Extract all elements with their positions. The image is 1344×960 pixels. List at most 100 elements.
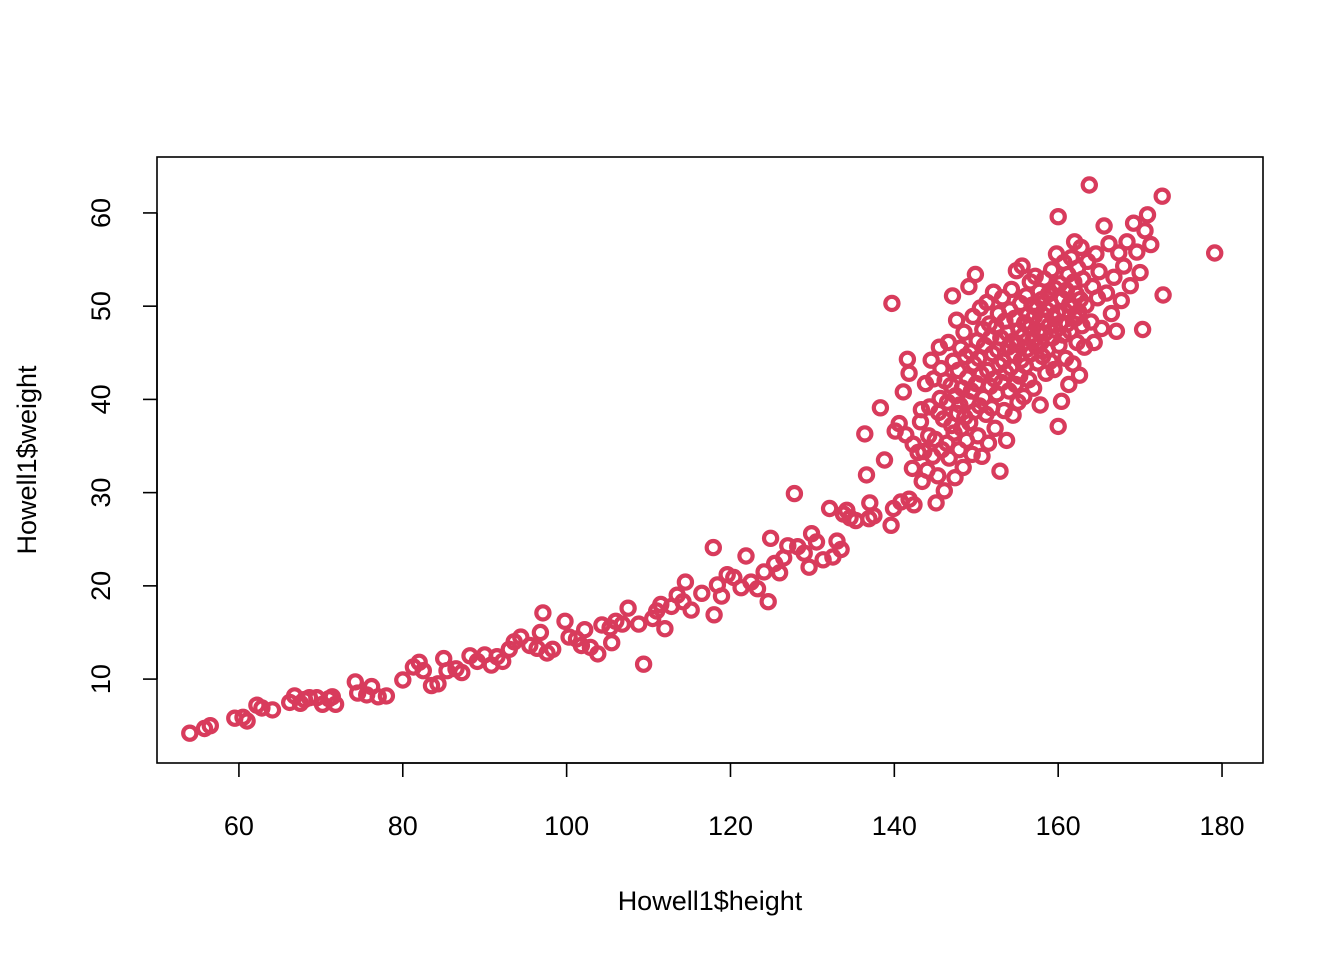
data-point xyxy=(857,466,876,484)
data-point xyxy=(905,496,923,514)
data-point xyxy=(589,645,607,663)
data-point xyxy=(779,537,797,555)
data-point xyxy=(883,294,901,313)
data-point xyxy=(1087,245,1105,263)
data-point xyxy=(1090,263,1108,281)
data-points xyxy=(181,176,1224,742)
data-point xyxy=(832,540,850,559)
data-point xyxy=(656,620,674,638)
data-point xyxy=(871,399,890,417)
data-point xyxy=(619,599,637,617)
data-point xyxy=(704,538,723,557)
data-point xyxy=(613,615,632,633)
data-point xyxy=(1042,261,1061,279)
data-point xyxy=(682,601,700,619)
data-point xyxy=(973,447,991,465)
data-point xyxy=(453,663,471,682)
data-point xyxy=(201,717,219,735)
data-point xyxy=(1049,207,1067,226)
data-point xyxy=(1031,396,1049,414)
data-point xyxy=(946,469,964,487)
data-point xyxy=(1095,217,1113,235)
x-axis-label: Howell1$height xyxy=(618,886,803,916)
data-point xyxy=(326,695,345,714)
x-tick-label: 160 xyxy=(1036,811,1081,841)
data-point xyxy=(410,653,428,672)
data-point xyxy=(1100,234,1118,253)
data-point xyxy=(1015,387,1033,406)
data-point xyxy=(1118,233,1136,251)
data-point xyxy=(300,689,319,707)
data-point xyxy=(759,593,777,611)
data-point xyxy=(761,529,780,548)
data-point xyxy=(940,449,958,467)
data-point xyxy=(534,604,552,622)
data-point xyxy=(712,587,731,605)
data-point xyxy=(1024,379,1043,397)
data-point xyxy=(966,265,985,284)
data-point xyxy=(1070,366,1089,384)
data-point xyxy=(912,401,931,419)
data-point xyxy=(181,724,199,742)
data-point xyxy=(991,462,1009,480)
data-point xyxy=(1077,296,1095,314)
data-point xyxy=(986,419,1004,437)
data-point xyxy=(512,628,530,646)
data-point xyxy=(1080,176,1099,194)
data-point xyxy=(894,383,913,401)
x-tick-label: 120 xyxy=(708,811,753,841)
data-point xyxy=(253,699,271,717)
data-point xyxy=(1205,244,1224,262)
data-point xyxy=(1142,235,1160,254)
data-point xyxy=(963,445,981,464)
data-point xyxy=(1102,304,1121,323)
x-tick-label: 60 xyxy=(224,811,254,841)
data-point xyxy=(979,434,998,452)
data-point xyxy=(770,564,789,582)
data-point xyxy=(576,621,594,639)
data-point xyxy=(993,289,1012,307)
data-point xyxy=(1153,187,1171,205)
x-tick-label: 140 xyxy=(872,811,917,841)
data-point xyxy=(1041,352,1059,370)
data-point xyxy=(1097,284,1116,302)
data-point xyxy=(935,482,954,500)
data-point xyxy=(1026,267,1044,285)
data-point xyxy=(800,558,818,576)
data-point xyxy=(922,351,940,369)
data-point xyxy=(1052,392,1071,410)
data-point xyxy=(900,364,918,382)
x-axis: 60 80 100 120 140 160 180 xyxy=(224,762,1245,841)
data-point xyxy=(1121,277,1140,295)
data-point xyxy=(755,563,773,581)
data-point xyxy=(1013,257,1031,275)
data-point xyxy=(1114,257,1133,275)
y-tick-label: 60 xyxy=(86,198,116,228)
data-point xyxy=(954,458,972,477)
data-point xyxy=(820,499,839,518)
x-tick-label: 100 xyxy=(544,811,589,841)
data-point xyxy=(560,628,578,646)
data-point xyxy=(1124,214,1143,232)
data-point xyxy=(882,516,900,535)
data-point xyxy=(1085,333,1103,352)
data-point xyxy=(369,688,387,706)
data-point xyxy=(828,532,846,550)
data-point xyxy=(1133,320,1152,339)
data-point xyxy=(531,623,550,642)
data-point xyxy=(1131,263,1149,282)
data-point xyxy=(814,551,832,569)
data-point xyxy=(947,311,966,329)
data-point xyxy=(1107,322,1126,340)
y-tick-label: 10 xyxy=(86,664,116,694)
data-point xyxy=(429,675,447,693)
data-point xyxy=(544,640,562,659)
data-point xyxy=(997,431,1016,450)
x-tick-label: 80 xyxy=(388,811,418,841)
y-tick-label: 20 xyxy=(86,571,116,601)
data-point xyxy=(634,655,653,673)
data-point xyxy=(1154,286,1172,304)
data-point xyxy=(875,451,894,469)
x-tick-label: 180 xyxy=(1200,811,1245,841)
data-point xyxy=(929,467,947,485)
